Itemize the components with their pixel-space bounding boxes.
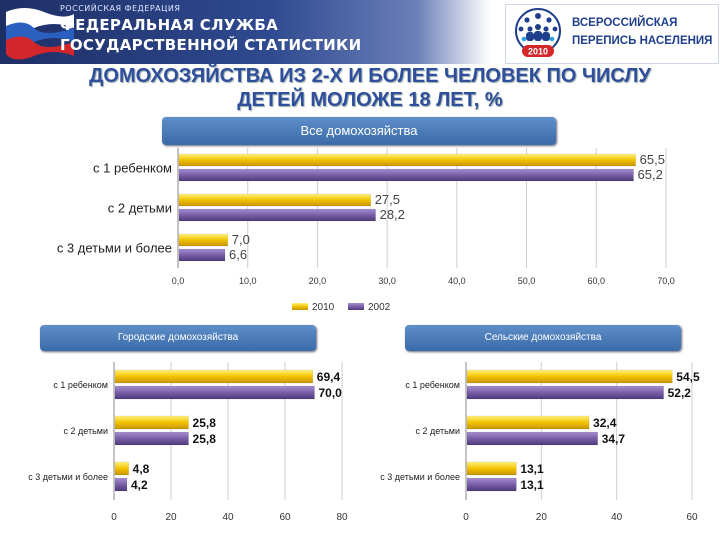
russian-flag-icon: [6, 8, 74, 60]
data-label-urban-2002: 25,8: [193, 432, 217, 446]
data-label-rural-2010: 13,1: [520, 462, 544, 476]
x-tick-label-all: 40,0: [448, 276, 466, 286]
bar-rural-2010: [466, 415, 590, 430]
x-tick-label-rural: 0: [463, 512, 469, 523]
x-tick-label-rural: 60: [686, 512, 698, 523]
agency-banner: РОССИЙСКАЯ ФЕДЕРАЦИЯ ФЕДЕРАЛЬНАЯ СЛУЖБА …: [0, 0, 490, 64]
category-label-all: с 1 ребенком: [93, 161, 172, 176]
x-tick-label-all: 50,0: [518, 276, 536, 286]
data-label-rural-2010: 54,5: [676, 370, 700, 384]
data-label-urban-2010: 69,4: [317, 370, 341, 384]
bar-urban-2010: [114, 461, 129, 476]
bar-rural-2010: [466, 369, 673, 384]
category-label-rural: с 2 детьми: [416, 426, 461, 436]
bar-all-2002: [178, 248, 226, 262]
legend-swatch-2010: [292, 303, 308, 310]
agency-country: РОССИЙСКАЯ ФЕДЕРАЦИЯ: [60, 4, 181, 13]
bar-urban-2010: [114, 369, 314, 384]
bar-urban-2002: [114, 385, 315, 400]
data-label-urban-2002: 70,0: [319, 386, 343, 400]
data-label-all-2002: 28,2: [380, 207, 405, 222]
x-tick-label-urban: 60: [279, 512, 291, 523]
bar-rural-2010: [466, 461, 517, 476]
data-label-rural-2010: 32,4: [593, 416, 617, 430]
bar-rural-2002: [466, 477, 517, 492]
category-label-rural: с 1 ребенком: [405, 380, 460, 390]
bar-all-2002: [178, 168, 634, 182]
chart-title-urban: Городские домохозяйства: [40, 325, 316, 351]
x-tick-label-urban: 20: [165, 512, 177, 523]
chart-title-all: Все домохозяйства: [162, 117, 556, 145]
x-tick-label-all: 30,0: [378, 276, 396, 286]
x-tick-label-urban: 80: [336, 512, 348, 523]
category-label-urban: с 1 ребенком: [53, 380, 108, 390]
x-tick-label-all: 20,0: [309, 276, 327, 286]
x-tick-label-rural: 20: [536, 512, 548, 523]
agency-name-line2: ГОСУДАРСТВЕННОЙ СТАТИСТИКИ: [60, 36, 362, 54]
data-label-rural-2002: 34,7: [602, 432, 626, 446]
data-label-all-2010: 27,5: [375, 192, 400, 207]
data-label-all-2002: 65,2: [638, 167, 663, 182]
bar-urban-2002: [114, 431, 189, 446]
census-emblem-icon: 2010: [515, 8, 561, 57]
census-line2: ПЕРЕПИСЬ НАСЕЛЕНИЯ: [572, 35, 713, 47]
bar-rural-2002: [466, 385, 664, 400]
category-label-all: с 2 детьми: [108, 201, 172, 216]
category-label-all: с 3 детьми и более: [57, 241, 172, 256]
bar-all-2002: [178, 208, 376, 222]
chart-urban: 0 20 40 60 80 с 1 ребенком 69,4 70,0 с 2 детьми 2…: [28, 362, 348, 523]
page-title-line2: ДЕТЕЙ МОЛОЖЕ 18 ЛЕТ, %: [237, 89, 503, 111]
data-label-urban-2010: 4,8: [133, 462, 150, 476]
data-label-all-2010: 7,0: [232, 232, 250, 247]
data-label-rural-2002: 13,1: [520, 478, 544, 492]
census-logo: 2010 ВСЕРОССИЙСКАЯ ПЕРЕПИСЬ НАСЕЛЕНИЯ: [505, 4, 719, 64]
page-title-line1: ДОМОХОЗЯЙСТВА ИЗ 2-Х И БОЛЕЕ ЧЕЛОВЕК ПО …: [89, 65, 651, 87]
bar-rural-2002: [466, 431, 598, 446]
x-tick-label-all: 60,0: [588, 276, 606, 286]
census-line1: ВСЕРОССИЙСКАЯ: [572, 17, 678, 29]
data-label-all-2002: 6,6: [229, 247, 247, 262]
bar-all-2010: [178, 233, 229, 247]
x-tick-label-all: 10,0: [239, 276, 257, 286]
chart-all: 0,0 10,0 20,0 30,0 40,0 50,0 60,0 70,0 с 1 ребен…: [57, 148, 675, 313]
x-tick-label-all: 0,0: [172, 276, 185, 286]
legend-label-2010: 2010: [312, 302, 335, 313]
legend-swatch-2002: [348, 303, 364, 310]
chart-title-rural: Сельские домохозяйства: [405, 325, 681, 351]
x-tick-label-all: 70,0: [657, 276, 675, 286]
category-label-urban: с 2 детьми: [64, 426, 109, 436]
category-label-urban: с 3 детьми и более: [28, 472, 108, 482]
header: РОССИЙСКАЯ ФЕДЕРАЦИЯ ФЕДЕРАЛЬНАЯ СЛУЖБА …: [0, 0, 720, 64]
x-tick-label-urban: 0: [111, 512, 117, 523]
category-label-rural: с 3 детьми и более: [380, 472, 460, 482]
bar-all-2010: [178, 153, 636, 167]
bar-all-2010: [178, 193, 371, 207]
x-tick-label-rural: 40: [611, 512, 623, 523]
data-label-urban-2010: 25,8: [193, 416, 217, 430]
legend-label-2002: 2002: [368, 302, 391, 313]
data-label-urban-2002: 4,2: [131, 478, 148, 492]
bar-urban-2010: [114, 415, 189, 430]
census-year: 2010: [528, 47, 548, 57]
data-label-all-2010: 65,5: [640, 152, 665, 167]
agency-name-line1: ФЕДЕРАЛЬНАЯ СЛУЖБА: [60, 16, 278, 34]
bar-urban-2002: [114, 477, 128, 492]
x-tick-label-urban: 40: [222, 512, 234, 523]
chart-rural: 0 20 40 60 с 1 ребенком 54,5 52,2 с 2 детьми 32,…: [380, 362, 700, 523]
data-label-rural-2002: 52,2: [668, 386, 692, 400]
page-title: ДОМОХОЗЯЙСТВА ИЗ 2-Х И БОЛЕЕ ЧЕЛОВЕК ПО …: [40, 64, 700, 112]
